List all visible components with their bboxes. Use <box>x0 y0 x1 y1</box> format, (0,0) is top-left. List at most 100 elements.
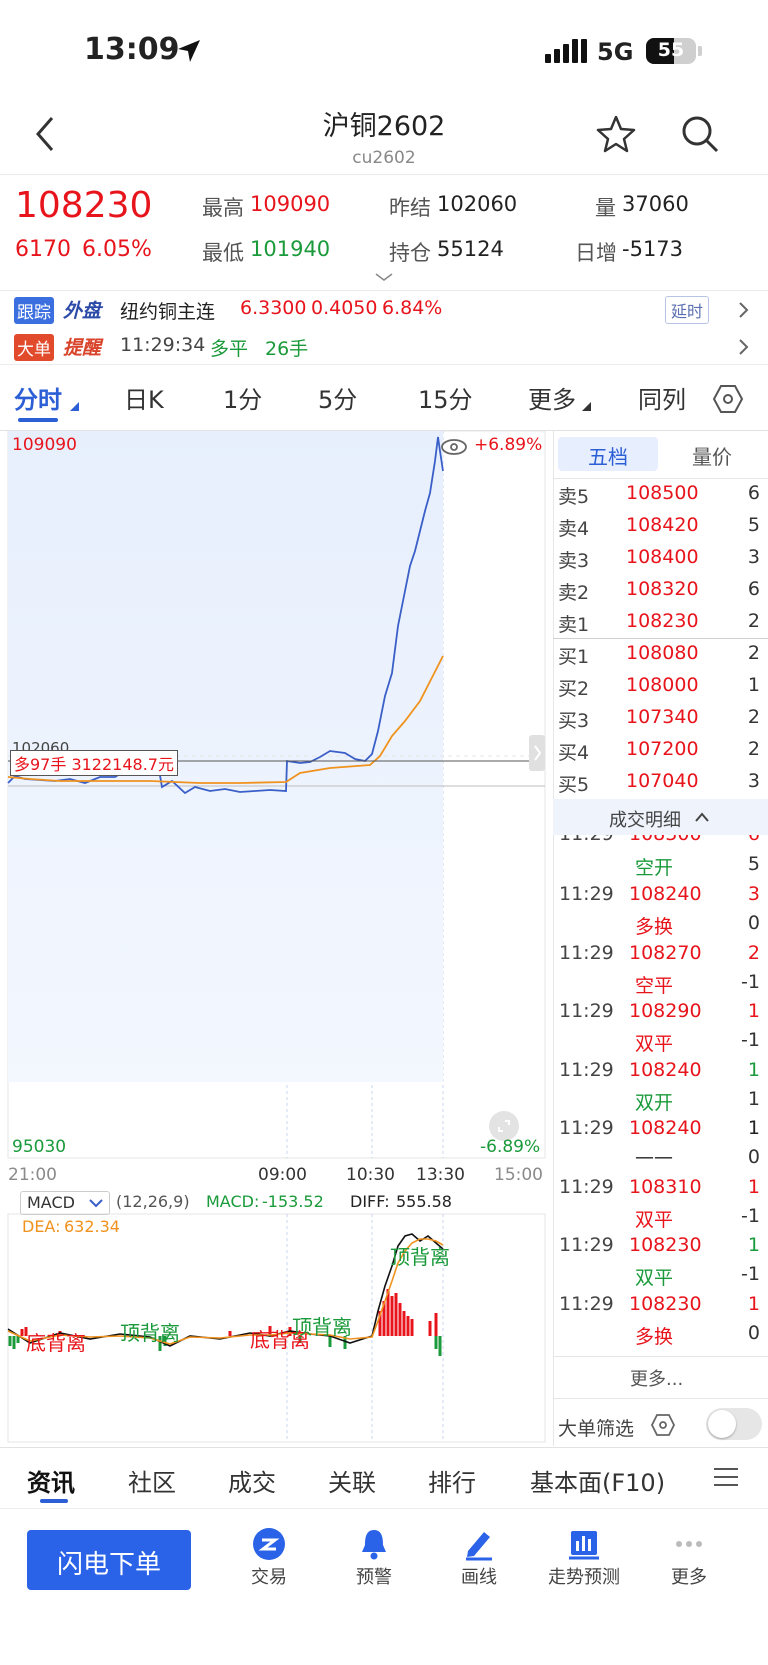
bid-price: 107340 <box>626 706 699 728</box>
bid-level: 买3 <box>558 710 590 732</box>
trade-price: 108300 <box>629 835 702 845</box>
search-icon[interactable] <box>680 114 720 154</box>
chevron-right-icon <box>739 302 749 318</box>
tab-5min[interactable]: 5分 <box>318 386 358 414</box>
bid-row[interactable]: 买3 107340 2 <box>556 702 768 734</box>
network-type: 5G <box>597 38 634 66</box>
tab-same-column[interactable]: 同列 <box>638 386 686 414</box>
tab-intraday[interactable]: 分时 <box>14 386 62 414</box>
macd-params: (12,26,9) <box>116 1192 190 1211</box>
trade-qty: 1 <box>747 1058 760 1081</box>
ask-row[interactable]: 卖5 108500 6 <box>556 478 768 510</box>
trade-oi-change: -1 <box>741 1263 760 1285</box>
indicator-select[interactable]: MACD <box>20 1191 110 1215</box>
tab-fundamentals[interactable]: 基本面(F10) <box>530 1469 666 1497</box>
price-change-pct: 6.05% <box>82 237 152 262</box>
divergence-label: 顶背离 <box>390 1245 450 1269</box>
tab-news[interactable]: 资讯 <box>27 1469 75 1497</box>
trade-qty: 1 <box>747 1117 760 1139</box>
settings-hex-icon[interactable] <box>712 384 744 414</box>
tab-daily-k[interactable]: 日K <box>124 386 164 414</box>
expand-chevron-icon[interactable] <box>374 272 394 282</box>
trade-type: 双平 <box>635 1208 674 1231</box>
trade-oi-change: -1 <box>741 1204 760 1227</box>
overseas-track-row[interactable]: 跟踪 外盘 纽约铜主连 6.3300 0.4050 6.84% 延时 <box>0 294 768 326</box>
tab-1min[interactable]: 1分 <box>223 386 263 414</box>
ask-row[interactable]: 卖4 108420 5 <box>556 510 768 542</box>
tab-community[interactable]: 社区 <box>128 1469 176 1497</box>
list-item: 11:29 108240 1 双开 1 <box>553 1059 768 1117</box>
pen-icon <box>466 1532 492 1561</box>
alert-button[interactable]: 预警 <box>324 1525 424 1589</box>
divergence-label: 底背离 <box>250 1328 310 1352</box>
battery-level: 55 <box>657 39 685 61</box>
chart-area[interactable]: 109090 +6.89% 102060 多97手 3122148.7元 950… <box>0 431 553 1446</box>
back-icon[interactable] <box>30 114 60 154</box>
bid-price: 108000 <box>626 674 699 696</box>
chevron-up-icon <box>695 812 709 822</box>
bid-row[interactable]: 买1 108080 2 <box>556 638 768 670</box>
page-title: 沪铜2602 <box>322 111 446 142</box>
large-order-filter-label: 大单筛选 <box>558 1418 635 1440</box>
low-label: 最低 <box>202 241 244 265</box>
star-icon[interactable] <box>596 114 636 154</box>
ask-qty: 3 <box>747 546 760 568</box>
large-order-alert-row[interactable]: 大单 提醒 11:29:34 多平 26手 <box>0 331 768 363</box>
trade-detail-header[interactable]: 成交明细 <box>553 799 768 835</box>
bid-level: 买2 <box>558 678 590 700</box>
trade-time: 11:29 <box>559 941 614 964</box>
trade-time: 11:29 <box>559 835 614 845</box>
tab-five-level[interactable]: 五档 <box>558 437 658 471</box>
time-label: 21:00 <box>8 1165 57 1185</box>
flash-order-label: 闪电下单 <box>56 1550 161 1580</box>
track-price: 6.3300 <box>240 297 307 319</box>
time-label: 13:30 <box>416 1165 465 1185</box>
bid-row[interactable]: 买5 107040 3 <box>556 766 768 798</box>
large-order-filter-toggle[interactable] <box>706 1408 762 1440</box>
tab-more[interactable]: 更多 <box>528 386 576 414</box>
ask-row[interactable]: 卖3 108400 3 <box>556 542 768 574</box>
tab-related[interactable]: 关联 <box>328 1469 376 1497</box>
flash-order-button[interactable]: 闪电下单 <box>27 1530 191 1590</box>
trade-price: 108230 <box>629 1292 702 1315</box>
menu-icon[interactable] <box>712 1466 740 1488</box>
trade-type: 多换 <box>635 916 674 938</box>
ask-row[interactable]: 卖1 108230 2 <box>556 606 768 638</box>
tab-ranking[interactable]: 排行 <box>428 1469 476 1497</box>
open-interest-label: 持仓 <box>389 241 431 265</box>
trend-forecast-label: 走势预测 <box>548 1567 620 1588</box>
indicator-name: MACD <box>27 1193 75 1212</box>
trade-button[interactable]: 交易 <box>219 1525 319 1589</box>
time-label: 15:00 <box>494 1165 543 1185</box>
trade-list[interactable]: 11:29 108300 6 空开 5 11:29 108240 3 多换 0 … <box>553 835 768 1355</box>
ask-row[interactable]: 卖2 108320 6 <box>556 574 768 606</box>
trade-oi-change: 5 <box>747 853 760 875</box>
trade-detail-label: 成交明细 <box>609 810 681 831</box>
more-trades-link[interactable]: 更多... <box>630 1369 684 1390</box>
more-button[interactable]: 更多 <box>639 1525 739 1589</box>
battery-icon: 55 <box>646 38 696 64</box>
bid-row[interactable]: 买4 107200 2 <box>556 734 768 766</box>
diff-label: DIFF: <box>350 1192 390 1211</box>
alert-label: 预警 <box>356 1567 392 1588</box>
bid-row[interactable]: 买2 108000 1 <box>556 670 768 702</box>
tab-trades[interactable]: 成交 <box>228 1469 276 1497</box>
draw-line-button[interactable]: 画线 <box>429 1525 529 1589</box>
fullscreen-icon[interactable] <box>489 1111 519 1141</box>
prev-settle-label: 昨结 <box>389 196 431 220</box>
trade-qty: 1 <box>747 1000 760 1022</box>
bell-icon <box>362 1530 386 1560</box>
trade-price: 108270 <box>629 941 702 964</box>
eye-icon[interactable] <box>440 437 468 457</box>
trend-forecast-button[interactable]: 走势预测 <box>534 1525 634 1589</box>
settings-hex-icon[interactable] <box>650 1413 676 1437</box>
ask-qty: 6 <box>747 482 760 504</box>
bid-level: 买4 <box>558 742 590 764</box>
dea-value: 632.34 <box>64 1217 120 1236</box>
trade-icon <box>253 1528 285 1560</box>
tab-15min[interactable]: 15分 <box>418 386 473 414</box>
ask-qty: 2 <box>747 610 760 632</box>
trade-qty: 1 <box>747 1292 760 1315</box>
trade-time: 11:29 <box>559 883 614 905</box>
tab-volume-price[interactable]: 量价 <box>692 445 732 469</box>
